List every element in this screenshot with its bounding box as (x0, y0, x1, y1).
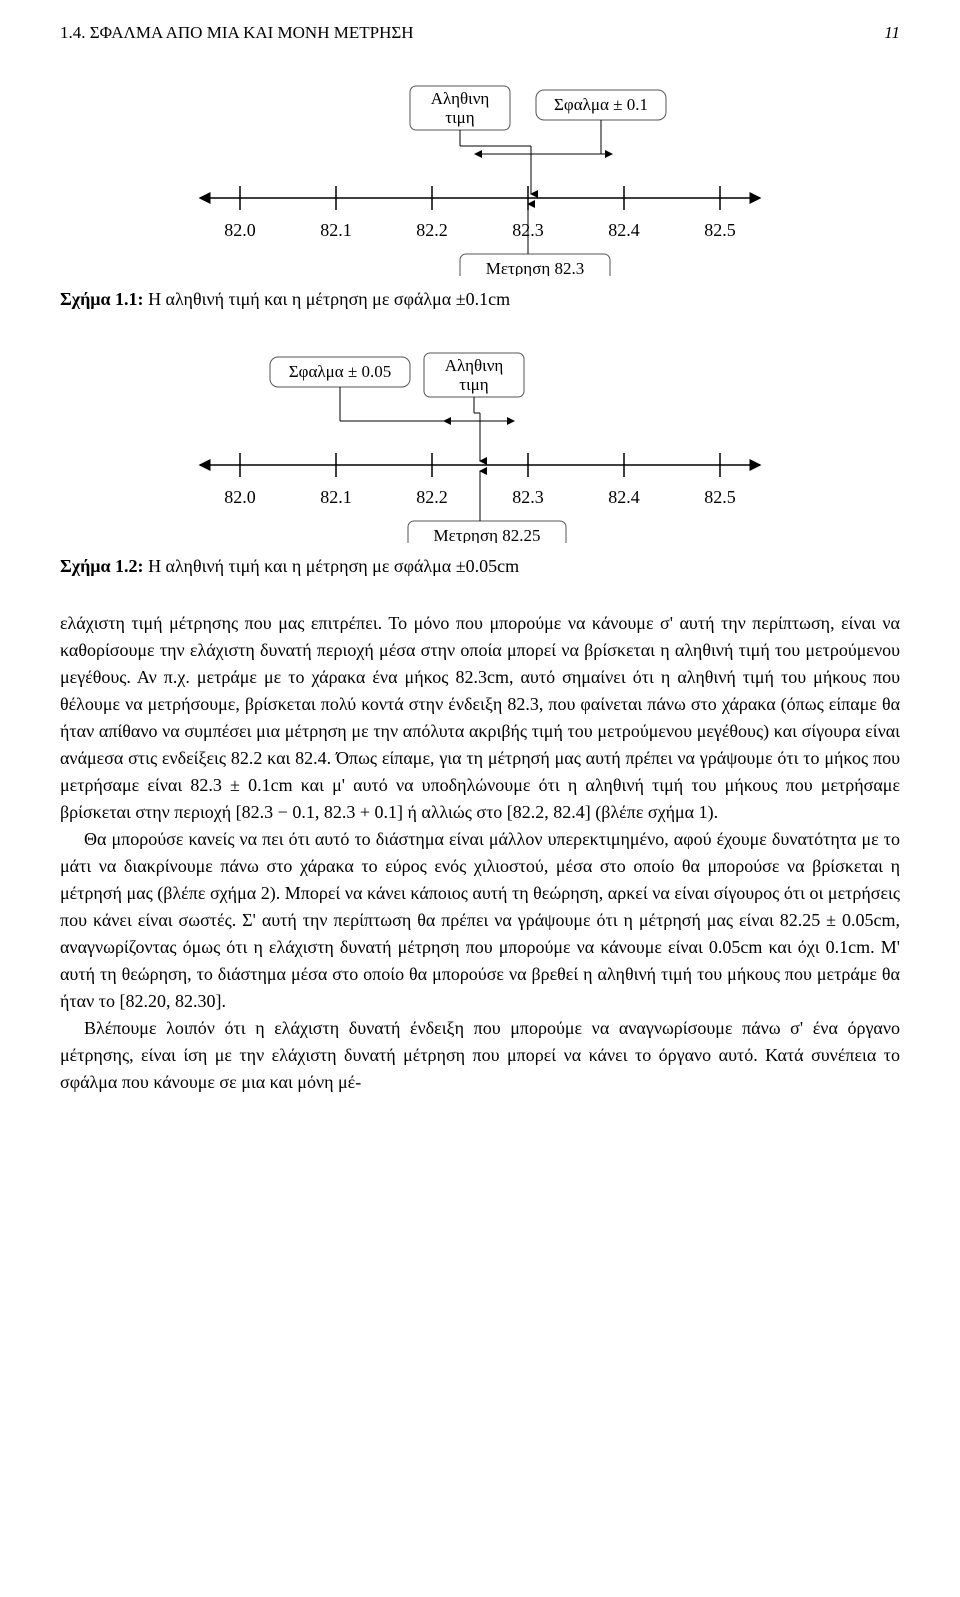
tick2-1: 82.1 (320, 487, 352, 507)
figure-1: Αληθινη τιμη Σφαλμα ± 0.1 82.0 (60, 76, 900, 276)
tick-5: 82.5 (704, 220, 736, 240)
measurement-label-2: Μετρηση 82.25 (433, 526, 540, 543)
page-number: 11 (884, 20, 900, 46)
paragraph-1: ελάχιστη τιμή μέτρησης που μας επιτρέπει… (60, 610, 900, 826)
tick2-5: 82.5 (704, 487, 736, 507)
truth-label-2a: Αληθινη (445, 356, 504, 375)
measurement-label: Μετρηση 82.3 (486, 259, 585, 276)
caption-1-rest: Η αληθινή τιμή και η μέτρηση με σφάλμα ±… (144, 289, 511, 309)
section-label: 1.4. ΣΦΑΛΜΑ ΑΠΟ ΜΙΑ ΚΑΙ ΜΟΝΗ ΜΕΤΡΗΣΗ (60, 20, 414, 46)
caption-2-bold: Σχήμα 1.2: (60, 556, 144, 576)
figure-1-svg: Αληθινη τιμη Σφαλμα ± 0.1 82.0 (160, 76, 800, 276)
paragraph-3: Βλέπουμε λοιπόν ότι η ελάχιστη δυνατή έν… (60, 1015, 900, 1096)
page-header: 1.4. ΣΦΑΛΜΑ ΑΠΟ ΜΙΑ ΚΑΙ ΜΟΝΗ ΜΕΤΡΗΣΗ 11 (60, 20, 900, 46)
tick2-3: 82.3 (512, 487, 544, 507)
tick2-4: 82.4 (608, 487, 640, 507)
figure-1-caption: Σχήμα 1.1: Η αληθινή τιμή και η μέτρηση … (60, 286, 900, 313)
page: 1.4. ΣΦΑΛΜΑ ΑΠΟ ΜΙΑ ΚΑΙ ΜΟΝΗ ΜΕΤΡΗΣΗ 11 (0, 0, 960, 1136)
figure-2-caption: Σχήμα 1.2: Η αληθινή τιμή και η μέτρηση … (60, 553, 900, 580)
tick2-2: 82.2 (416, 487, 448, 507)
figure-2-svg: Σφαλμα ± 0.05 Αληθινη τιμη 82.0 (160, 343, 800, 543)
tick-1: 82.1 (320, 220, 352, 240)
figure-2: Σφαλμα ± 0.05 Αληθινη τιμη 82.0 (60, 343, 900, 543)
tick-4: 82.4 (608, 220, 640, 240)
error-label: Σφαλμα ± 0.1 (554, 95, 648, 114)
truth-label-1: Αληθινη (431, 89, 490, 108)
tick-0: 82.0 (224, 220, 256, 240)
truth-label-2b: τιμη (459, 375, 488, 394)
truth-label-2: τιμη (445, 108, 474, 127)
paragraph-2: Θα μπορούσε κανείς να πει ότι αυτό το δι… (60, 826, 900, 1015)
caption-1-bold: Σχήμα 1.1: (60, 289, 144, 309)
tick2-0: 82.0 (224, 487, 256, 507)
tick-2: 82.2 (416, 220, 448, 240)
error-label-2: Σφαλμα ± 0.05 (289, 362, 391, 381)
caption-2-rest: Η αληθινή τιμή και η μέτρηση με σφάλμα ±… (144, 556, 520, 576)
